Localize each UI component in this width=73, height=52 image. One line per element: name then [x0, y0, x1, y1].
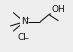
Text: OH: OH: [52, 5, 65, 14]
Text: +: +: [25, 16, 30, 21]
Text: Cl: Cl: [17, 33, 26, 42]
Text: N: N: [21, 17, 27, 26]
Text: −: −: [23, 35, 29, 40]
